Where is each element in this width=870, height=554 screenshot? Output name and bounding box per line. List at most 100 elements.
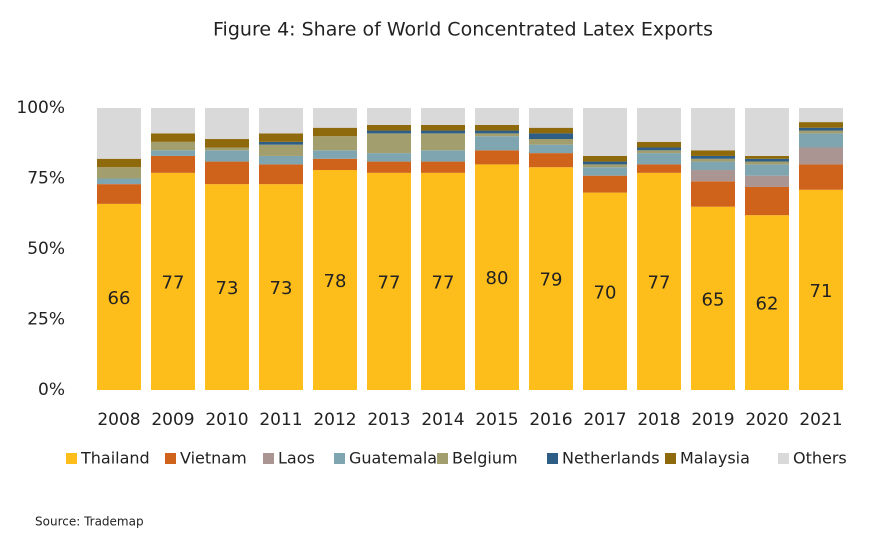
bar-segment [151,150,195,156]
bar-segment [205,108,249,140]
data-label: 70 [594,282,617,303]
bar-segment [205,150,249,162]
x-tick-label: 2019 [691,410,734,430]
bar-segment [367,161,411,173]
bar-segment [745,155,789,159]
bar-segment [367,130,411,134]
bar-segment [97,167,141,179]
legend-label: Guatemala [349,449,437,468]
bar-segment [745,175,789,187]
legend-swatch [66,453,77,464]
bar-segment [583,155,627,162]
legend-swatch [334,453,345,464]
x-tick-label: 2021 [799,410,842,430]
legend-label: Netherlands [562,449,660,468]
bar-segment [475,150,519,165]
bar-segment [259,141,303,145]
bar-segment [529,133,573,140]
data-label: 77 [378,272,401,293]
y-tick-label: 25% [27,310,65,330]
bar-segment [367,172,411,390]
data-label: 73 [270,278,293,299]
x-tick-label: 2013 [367,410,410,430]
data-label: 71 [810,281,833,302]
bar-segment [529,139,573,145]
bar-segment [313,150,357,159]
bar-segment [313,108,357,128]
bar-segment [205,147,249,151]
bar-segment [637,108,681,142]
data-label: 80 [486,268,509,289]
bar-segment [745,161,789,165]
x-tick-label: 2017 [583,410,626,430]
bar-segment [421,108,465,125]
bar-segment [637,172,681,390]
bar-segment [475,124,519,131]
bar-segment [691,150,735,156]
source: Source: Trademap [35,515,144,529]
bar-segment [529,153,573,168]
bar-segment [637,150,681,154]
bar-segment [691,108,735,151]
x-tick-label: 2012 [313,410,356,430]
bar-segment [637,164,681,173]
bar-segment [421,124,465,131]
bar-segment [205,184,249,390]
bar-segment [583,192,627,390]
bar-segment [259,108,303,134]
bar-segment [529,127,573,134]
legend-label: Malaysia [680,449,750,468]
bar-segment [475,164,519,390]
x-tick-label: 2016 [529,410,572,430]
bar-segment [97,108,141,159]
bar-segment [799,133,843,148]
data-label: 73 [216,278,239,299]
bar-segment [367,108,411,125]
bar-segment [151,155,195,173]
bar-segment [529,144,573,154]
x-tick-label: 2009 [151,410,194,430]
bar-segment [799,164,843,190]
bar-segment [475,136,519,151]
legend-label: Others [793,449,847,468]
bar-segment [421,161,465,173]
bar-segment [367,124,411,131]
bar-segment [799,189,843,390]
bar-segment [475,108,519,125]
legend-swatch [263,453,274,464]
bar-segment [691,161,735,171]
legend-swatch [437,453,448,464]
x-tick-label: 2018 [637,410,680,430]
x-tick-label: 2015 [475,410,518,430]
x-tick-label: 2011 [259,410,302,430]
bar-segment [583,161,627,165]
data-label: 78 [324,271,347,292]
bar-segment [583,108,627,156]
bar-segment [799,130,843,134]
y-tick-label: 75% [27,169,65,189]
legend-swatch [778,453,789,464]
legend-label: Laos [278,449,315,468]
bar-segment [421,172,465,390]
bar-segment [421,133,465,151]
bar-segment [637,147,681,151]
bar-segment [583,167,627,176]
bar-segment [421,130,465,134]
bar-segment [475,133,519,137]
bar-segment [151,141,195,151]
bar-segment [97,184,141,204]
bar-segment [259,155,303,165]
bar-segment [313,136,357,151]
data-label: 65 [702,289,725,310]
x-tick-label: 2020 [745,410,788,430]
legend-label: Belgium [452,449,518,468]
legend-label: Vietnam [180,449,247,468]
data-label: 79 [540,270,563,291]
chart-title: Figure 4: Share of World Concentrated La… [213,19,713,41]
bar-segment [691,155,735,159]
bar-segment [475,130,519,134]
bar-segment [529,167,573,390]
bar-segment [259,164,303,185]
bar-segment [745,108,789,156]
